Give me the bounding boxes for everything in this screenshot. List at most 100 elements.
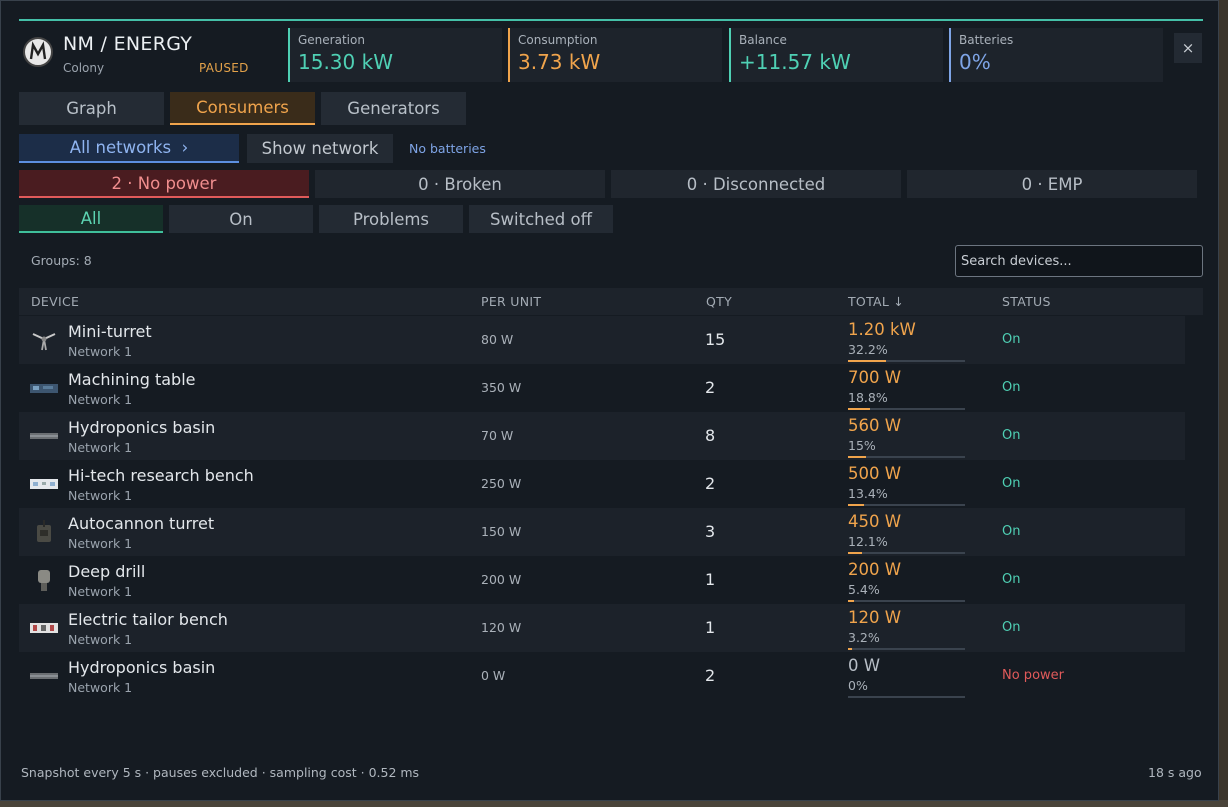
quantity-value: 2 bbox=[705, 474, 716, 493]
per-unit-value: 120 W bbox=[481, 620, 522, 635]
share-bar bbox=[848, 648, 965, 650]
search-input[interactable] bbox=[955, 245, 1203, 277]
emp-chip[interactable]: 0 · EMP bbox=[907, 170, 1197, 198]
per-unit-value: 80 W bbox=[481, 332, 514, 347]
close-button[interactable]: × bbox=[1174, 33, 1202, 63]
per-unit-value: 0 W bbox=[481, 668, 506, 683]
table-row[interactable]: Hydroponics basin Network 1 0 W 2 0 W 0% No po… bbox=[19, 652, 1203, 700]
background-edge-bottom bbox=[0, 800, 1228, 807]
tailor-bench-icon bbox=[29, 616, 59, 640]
device-name: Hydroponics basin bbox=[68, 658, 216, 677]
share-percent: 5.4% bbox=[848, 582, 880, 597]
per-unit-value: 70 W bbox=[481, 428, 514, 443]
quantity-value: 1 bbox=[705, 618, 716, 637]
share-percent: 3.2% bbox=[848, 630, 880, 645]
share-bar-fill bbox=[848, 360, 886, 362]
share-bar-fill bbox=[848, 648, 852, 650]
share-bar bbox=[848, 504, 965, 506]
status-badge: On bbox=[1002, 524, 1021, 539]
no-power-chip[interactable]: 2 · No power bbox=[19, 170, 309, 198]
footer-info: Snapshot every 5 s · pauses excluded · s… bbox=[21, 765, 420, 780]
broken-chip[interactable]: 0 · Broken bbox=[315, 170, 605, 198]
table-row[interactable]: Deep drill Network 1 200 W 1 200 W 5.4% On bbox=[19, 556, 1203, 604]
device-network: Network 1 bbox=[68, 440, 133, 455]
filter-on[interactable]: On bbox=[169, 205, 313, 233]
hydroponics-basin-icon bbox=[29, 424, 59, 448]
table-row[interactable]: Autocannon turret Network 1 150 W 3 450 W 12.… bbox=[19, 508, 1185, 556]
total-value: 450 W bbox=[848, 512, 902, 531]
tab-consumers[interactable]: Consumers bbox=[170, 92, 315, 125]
status-badge: On bbox=[1002, 620, 1021, 635]
quantity-value: 15 bbox=[705, 330, 726, 349]
stat-generation: Generation 15.30 kW bbox=[288, 28, 502, 82]
stat-consumption: Consumption 3.73 kW bbox=[508, 28, 722, 82]
column-total[interactable]: TOTAL ↓ bbox=[848, 294, 905, 309]
device-network: Network 1 bbox=[68, 488, 133, 503]
table-row[interactable]: Mini-turret Network 1 80 W 15 1.20 kW 32.2% On bbox=[19, 316, 1185, 364]
tab-generators[interactable]: Generators bbox=[321, 92, 466, 125]
quantity-value: 8 bbox=[705, 426, 716, 445]
footer-timestamp: 18 s ago bbox=[1148, 765, 1202, 780]
stat-value: 3.73 kW bbox=[518, 50, 601, 74]
share-bar-fill bbox=[848, 408, 870, 410]
status-badge: On bbox=[1002, 572, 1021, 587]
total-value: 700 W bbox=[848, 368, 902, 387]
all-networks-button[interactable]: All networks › bbox=[19, 134, 239, 163]
colony-logo-icon bbox=[23, 37, 53, 67]
filter-switched-off[interactable]: Switched off bbox=[469, 205, 613, 233]
table-header: DEVICE PER UNIT QTY TOTAL ↓ STATUS bbox=[19, 288, 1203, 315]
status-badge: On bbox=[1002, 428, 1021, 443]
share-bar bbox=[848, 456, 965, 458]
table-row[interactable]: Electric tailor bench Network 1 120 W 1 120 … bbox=[19, 604, 1185, 652]
stat-value: +11.57 kW bbox=[739, 50, 851, 74]
device-network: Network 1 bbox=[68, 584, 133, 599]
share-bar bbox=[848, 408, 965, 410]
per-unit-value: 200 W bbox=[481, 572, 522, 587]
hydroponics-basin-icon bbox=[29, 664, 59, 688]
device-network: Network 1 bbox=[68, 344, 133, 359]
stat-value: 15.30 kW bbox=[298, 50, 393, 74]
table-row[interactable]: Hydroponics basin Network 1 70 W 8 560 W 15% O… bbox=[19, 412, 1185, 460]
device-name: Hi-tech research bench bbox=[68, 466, 254, 485]
column-device[interactable]: DEVICE bbox=[31, 294, 80, 309]
device-name: Autocannon turret bbox=[68, 514, 215, 533]
share-percent: 13.4% bbox=[848, 486, 888, 501]
show-network-button[interactable]: Show network bbox=[247, 134, 393, 163]
table-row[interactable]: Machining table Network 1 350 W 2 700 W 18.8%… bbox=[19, 364, 1203, 412]
device-name: Hydroponics basin bbox=[68, 418, 216, 437]
column-qty[interactable]: QTY bbox=[706, 294, 733, 309]
mini-turret-icon bbox=[29, 328, 59, 352]
total-value: 0 W bbox=[848, 656, 881, 675]
filter-problems[interactable]: Problems bbox=[319, 205, 463, 233]
filter-all[interactable]: All bbox=[19, 205, 163, 233]
disconnected-chip[interactable]: 0 · Disconnected bbox=[611, 170, 901, 198]
per-unit-value: 350 W bbox=[481, 380, 522, 395]
device-name: Mini-turret bbox=[68, 322, 152, 341]
quantity-value: 2 bbox=[705, 378, 716, 397]
groups-count: Groups: 8 bbox=[31, 253, 92, 268]
share-bar-fill bbox=[848, 504, 864, 506]
total-value: 1.20 kW bbox=[848, 320, 916, 339]
device-network: Network 1 bbox=[68, 392, 133, 407]
stat-batteries: Batteries 0% bbox=[949, 28, 1163, 82]
column-status[interactable]: STATUS bbox=[1002, 294, 1051, 309]
device-network: Network 1 bbox=[68, 632, 133, 647]
stat-label: Batteries bbox=[959, 33, 1014, 47]
total-value: 560 W bbox=[848, 416, 902, 435]
stat-balance: Balance +11.57 kW bbox=[729, 28, 943, 82]
device-name: Machining table bbox=[68, 370, 196, 389]
device-network: Network 1 bbox=[68, 680, 133, 695]
share-bar-fill bbox=[848, 600, 855, 602]
tab-graph[interactable]: Graph bbox=[19, 92, 164, 125]
total-value: 200 W bbox=[848, 560, 902, 579]
share-bar bbox=[848, 552, 965, 554]
table-row[interactable]: Hi-tech research bench Network 1 250 W 2 500… bbox=[19, 460, 1203, 508]
device-network: Network 1 bbox=[68, 536, 133, 551]
status-badge: On bbox=[1002, 476, 1021, 491]
share-bar bbox=[848, 360, 965, 362]
research-bench-icon bbox=[29, 472, 59, 496]
column-per-unit[interactable]: PER UNIT bbox=[481, 294, 542, 309]
share-percent: 18.8% bbox=[848, 390, 888, 405]
share-percent: 32.2% bbox=[848, 342, 888, 357]
machining-table-icon bbox=[29, 376, 59, 400]
